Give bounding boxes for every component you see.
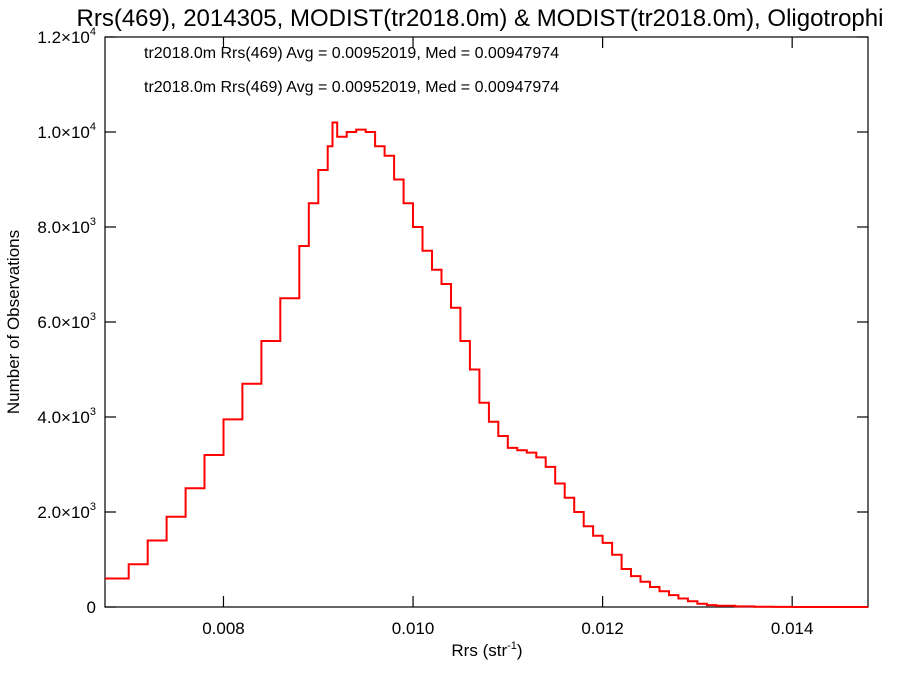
histogram-series-line (105, 121, 868, 608)
y-tick-label: 8.0×103 (37, 216, 96, 237)
y-tick-mantissa: 2.0×10 (37, 503, 89, 522)
x-tick-label: 0.010 (392, 619, 435, 638)
y-tick-label: 4.0×103 (37, 406, 96, 427)
y-tick-mantissa: 0 (87, 598, 96, 617)
legend-entry-black: tr2018.0m Rrs(469) Avg = 0.00952019, Med… (144, 45, 559, 62)
y-tick-mantissa: 4.0×10 (37, 408, 89, 427)
y-tick-mantissa: 1.0×10 (37, 123, 89, 142)
y-tick-exponent: 4 (90, 26, 96, 38)
y-tick-label: 6.0×103 (37, 311, 96, 332)
y-tick-mantissa: 8.0×10 (37, 218, 89, 237)
y-axis-label: Number of Observations (4, 230, 23, 414)
x-tick-label: 0.008 (202, 619, 245, 638)
x-axis-label: Rrs (str-1) (451, 640, 522, 660)
y-tick-mantissa: 6.0×10 (37, 313, 89, 332)
y-tick-label: 2.0×103 (37, 501, 96, 522)
y-tick-exponent: 3 (90, 311, 96, 323)
y-tick-label: 1.0×104 (37, 121, 96, 142)
chart-title: Rrs(469), 2014305, MODIST(tr2018.0m) & M… (77, 5, 884, 32)
y-tick-exponent: 3 (90, 216, 96, 228)
series-layer (105, 121, 868, 608)
y-axis: 02.0×1034.0×1036.0×1038.0×1031.0×1041.2×… (37, 26, 868, 617)
x-tick-label: 0.014 (771, 619, 814, 638)
x-tick-label: 0.012 (581, 619, 624, 638)
x-axis-label-text: Rrs (str (451, 641, 507, 660)
legend-entry-red: tr2018.0m Rrs(469) Avg = 0.00952019, Med… (144, 79, 559, 96)
x-axis-label-exponent: -1 (507, 640, 517, 652)
x-axis-label-suffix: ) (517, 641, 523, 660)
y-tick-exponent: 3 (90, 406, 96, 418)
y-tick-exponent: 3 (90, 501, 96, 513)
x-axis: 0.008 0.010 0.012 0.014 (202, 37, 813, 638)
y-tick-exponent: 4 (90, 121, 96, 133)
plot-frame (104, 36, 869, 608)
y-tick-label: 1.2×104 (37, 26, 96, 47)
y-tick-label: 0 (87, 598, 96, 617)
legend: tr2018.0m Rrs(469) Avg = 0.00952019, Med… (144, 45, 559, 96)
y-tick-mantissa: 1.2×10 (37, 28, 89, 47)
